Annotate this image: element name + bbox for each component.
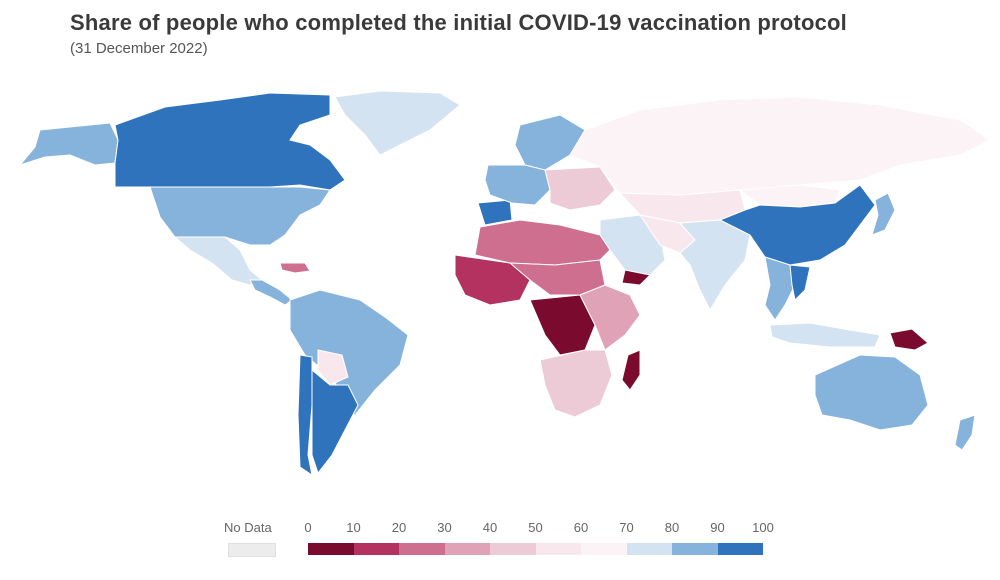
region-iberia[interactable] bbox=[477, 199, 513, 226]
region-madagascar[interactable] bbox=[621, 349, 641, 391]
region-chile[interactable] bbox=[297, 354, 313, 477]
legend-swatch-5 bbox=[535, 543, 581, 555]
legend-no-data-swatch bbox=[228, 543, 276, 557]
legend-tick-label: 70 bbox=[619, 520, 634, 535]
legend-tick-label: 90 bbox=[710, 520, 725, 535]
region-canada[interactable] bbox=[114, 92, 346, 191]
region-indonesia[interactable] bbox=[769, 322, 881, 348]
region-caribbean[interactable] bbox=[279, 262, 311, 274]
region-yemen[interactable] bbox=[621, 269, 652, 286]
legend-swatch-7 bbox=[626, 543, 672, 555]
legend-swatch-4 bbox=[490, 543, 536, 555]
region-scandinavia[interactable] bbox=[514, 114, 586, 171]
region-japan[interactable] bbox=[871, 192, 896, 236]
region-new-zealand[interactable] bbox=[954, 414, 976, 451]
region-argentina[interactable] bbox=[311, 368, 359, 475]
legend-swatch-9 bbox=[717, 543, 763, 555]
legend-tick-label: 10 bbox=[346, 520, 361, 535]
legend-tick-label: 60 bbox=[573, 520, 589, 535]
region-paraguay[interactable] bbox=[317, 349, 349, 386]
legend-tick-label: 40 bbox=[482, 520, 498, 535]
legend-swatch-3 bbox=[444, 543, 490, 555]
region-central-america[interactable] bbox=[249, 279, 293, 306]
region-papua-new-guinea[interactable] bbox=[889, 328, 929, 351]
legend-tick-label: 100 bbox=[752, 520, 774, 535]
legend-tick-label: 50 bbox=[528, 520, 543, 535]
region-united-states[interactable] bbox=[149, 186, 331, 246]
legend-swatch-0 bbox=[308, 543, 354, 555]
legend-tick-label: 20 bbox=[391, 520, 407, 535]
legend-no-data-label: No Data bbox=[224, 520, 272, 535]
world-choropleth-map bbox=[18, 90, 991, 477]
legend-tick-label: 30 bbox=[437, 520, 452, 535]
legend-tick-label: 80 bbox=[664, 520, 680, 535]
region-india[interactable] bbox=[678, 219, 751, 312]
region-southern-africa[interactable] bbox=[539, 349, 613, 418]
region-western-europe[interactable] bbox=[484, 164, 551, 206]
region-greenland[interactable] bbox=[334, 90, 461, 156]
legend-color-ramp bbox=[308, 543, 763, 555]
legend-swatch-2 bbox=[399, 543, 445, 555]
chart-subtitle: (31 December 2022) bbox=[70, 40, 208, 57]
region-east-africa[interactable] bbox=[579, 284, 641, 351]
legend-swatch-8 bbox=[672, 543, 718, 555]
region-alaska[interactable] bbox=[18, 122, 119, 166]
region-north-africa[interactable] bbox=[474, 219, 611, 266]
region-russia[interactable] bbox=[569, 96, 991, 196]
region-south-america-north[interactable] bbox=[289, 289, 409, 416]
chart-title: Share of people who completed the initia… bbox=[70, 10, 847, 35]
region-vietnam[interactable] bbox=[789, 264, 811, 302]
legend-tick-label: 0 bbox=[304, 520, 312, 535]
legend-swatch-6 bbox=[581, 543, 627, 555]
legend-swatch-1 bbox=[353, 543, 399, 555]
region-australia[interactable] bbox=[814, 354, 929, 431]
